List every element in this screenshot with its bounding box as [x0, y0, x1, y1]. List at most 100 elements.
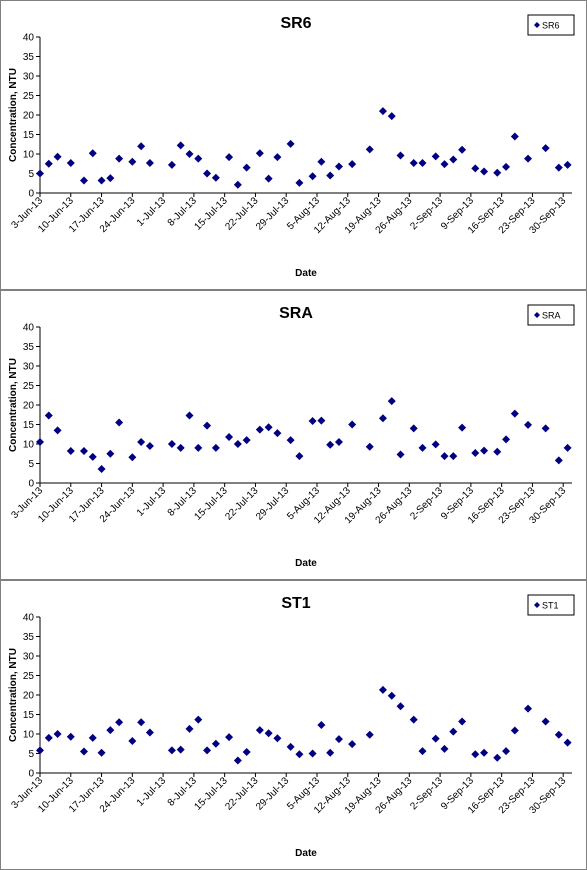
data-point [396, 450, 405, 459]
data-point [431, 440, 440, 449]
data-point [273, 153, 282, 162]
data-point [233, 180, 242, 189]
x-axis-label: Date [295, 268, 317, 279]
data-point [167, 746, 176, 755]
y-tick-label: 10 [23, 150, 35, 161]
y-tick-label: 30 [23, 652, 35, 663]
legend-label: ST1 [542, 601, 559, 611]
y-tick-label: 15 [23, 420, 35, 431]
y-axis-label: Concentration, NTU [8, 648, 19, 742]
data-point [554, 730, 563, 739]
data-point [225, 153, 234, 162]
data-point [378, 107, 387, 116]
data-point [185, 150, 194, 158]
data-point [106, 726, 115, 735]
data-point [334, 735, 343, 744]
data-point [194, 154, 203, 163]
y-tick-label: 5 [28, 459, 34, 470]
data-point [233, 440, 242, 448]
data-point [211, 739, 220, 748]
legend-marker [534, 22, 540, 28]
y-tick-label: 15 [23, 130, 35, 141]
data-point [115, 718, 124, 727]
x-axis-label: Date [295, 848, 317, 859]
data-point [502, 747, 511, 756]
data-point [185, 724, 194, 733]
data-point [176, 443, 185, 452]
data-point [493, 447, 502, 456]
data-point [396, 151, 405, 160]
data-point [317, 721, 326, 730]
y-tick-label: 5 [28, 169, 34, 180]
data-point [36, 746, 44, 755]
data-point [510, 132, 519, 141]
data-point [449, 155, 458, 164]
data-point [79, 747, 88, 756]
data-point [308, 172, 317, 181]
y-tick-label: 35 [23, 632, 35, 643]
legend-box [527, 14, 575, 36]
data-point [440, 452, 449, 461]
data-point [137, 142, 146, 151]
panel-border [0, 580, 587, 870]
data-point [137, 718, 146, 727]
data-point [286, 139, 295, 148]
chart-panel: ST105101520253035403-Jun-1310-Jun-1317-J… [0, 580, 587, 870]
data-point [242, 163, 251, 172]
data-point [502, 162, 511, 171]
data-point [255, 726, 264, 735]
x-axis-label: Date [295, 558, 317, 569]
data-point [203, 169, 212, 178]
data-point [458, 145, 467, 154]
data-point [66, 732, 75, 741]
y-tick-label: 10 [23, 730, 35, 741]
data-point [365, 145, 374, 154]
data-point [524, 420, 533, 429]
data-point [88, 149, 97, 158]
legend-label: SR6 [542, 21, 560, 31]
data-point [480, 167, 489, 176]
data-point [66, 447, 75, 456]
data-point [493, 168, 502, 177]
data-point [233, 756, 242, 765]
legend-label: SRA [542, 311, 561, 321]
data-point [541, 717, 550, 726]
data-point [194, 443, 203, 452]
y-tick-label: 20 [23, 111, 35, 122]
data-point [128, 157, 137, 166]
data-point [137, 438, 146, 447]
data-point [97, 464, 106, 473]
data-point [88, 733, 97, 742]
data-point [326, 171, 335, 180]
data-point [53, 426, 62, 435]
data-point [145, 728, 154, 737]
data-point [387, 691, 396, 700]
data-point [106, 174, 115, 183]
data-point [541, 424, 550, 433]
y-tick-label: 20 [23, 691, 35, 702]
data-point [554, 456, 563, 465]
data-point [458, 423, 467, 432]
y-tick-label: 0 [28, 769, 34, 780]
data-point [563, 738, 572, 747]
data-point [326, 440, 335, 449]
data-point [563, 443, 572, 452]
data-point [106, 449, 115, 458]
data-point [471, 750, 480, 759]
data-point [36, 438, 44, 447]
data-point [524, 154, 533, 163]
chart-title: ST1 [281, 595, 310, 612]
data-point [440, 744, 449, 753]
data-point [286, 436, 295, 445]
legend-marker [534, 602, 540, 608]
y-tick-label: 40 [23, 613, 35, 624]
panel-border [0, 290, 587, 580]
y-tick-label: 10 [23, 440, 35, 451]
data-point [264, 174, 273, 183]
y-tick-label: 25 [23, 671, 35, 682]
y-axis-label: Concentration, NTU [8, 68, 19, 162]
data-point [97, 748, 106, 757]
y-tick-label: 25 [23, 91, 35, 102]
